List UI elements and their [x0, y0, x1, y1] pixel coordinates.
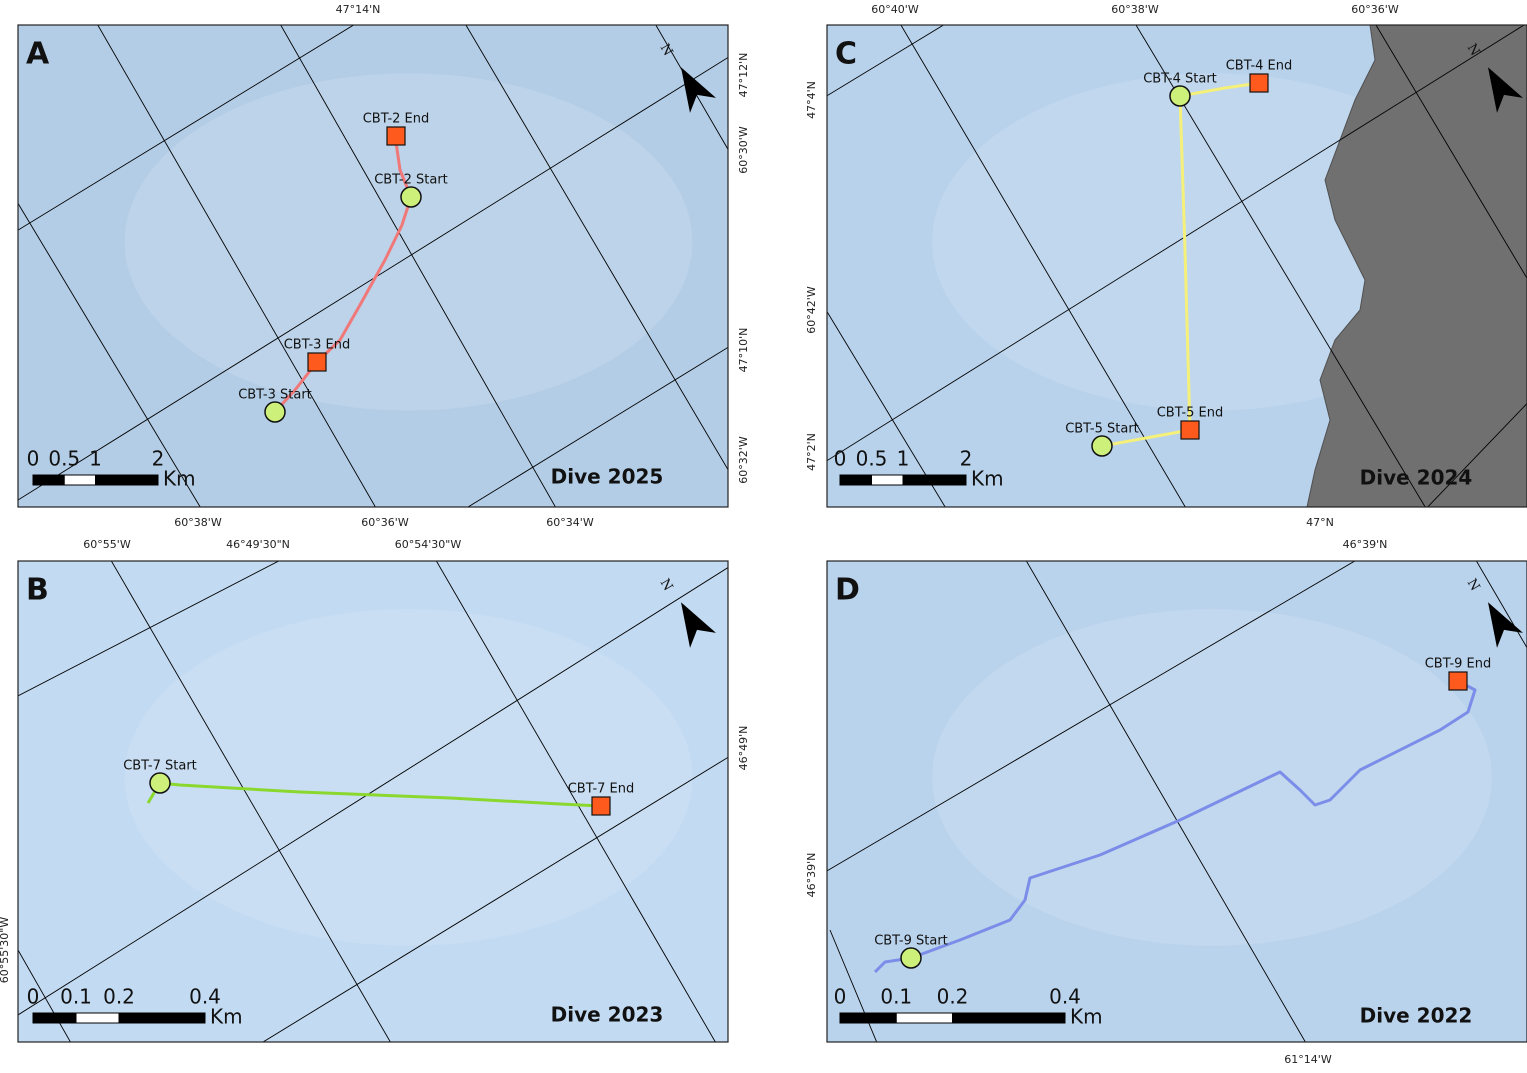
coordinate-label: 60°55'W — [83, 538, 131, 551]
coordinate-label: 60°38'W — [1111, 3, 1159, 16]
coordinate-label: 47°14'N — [336, 3, 381, 16]
dive-label: Dive 2022 — [1360, 1004, 1473, 1028]
scale-tick-label: 0.1 — [880, 985, 912, 1009]
scale-tick-label: 0.5 — [48, 447, 80, 471]
scale-tick-label: 1 — [897, 447, 910, 471]
site-label: CBT-9 End — [1425, 657, 1492, 672]
scale-unit: Km — [971, 467, 1004, 491]
coordinate-label: 61°14'W — [1284, 1053, 1332, 1066]
shallow-area — [125, 609, 693, 946]
scale-segment — [953, 1013, 1066, 1023]
end-marker — [387, 127, 405, 145]
dive-label: Dive 2025 — [551, 465, 664, 489]
site-label: CBT-3 End — [284, 338, 351, 353]
scale-unit: Km — [163, 467, 196, 491]
end-marker — [1449, 672, 1467, 690]
scale-segment — [76, 1013, 119, 1023]
coordinate-label: 60°55'30"W — [0, 917, 11, 984]
map-content: CBT-9 Start CBT-9 End — [820, 550, 1527, 1050]
scale-segment — [96, 475, 159, 485]
scale-segment — [903, 475, 966, 485]
scale-tick-label: 0 — [27, 447, 40, 471]
start-marker — [1170, 86, 1190, 106]
scale-tick-label: 0.2 — [103, 985, 135, 1009]
scale-segment — [119, 1013, 205, 1023]
coordinate-label: 60°30'W — [737, 126, 750, 174]
scale-tick-label: 0.2 — [937, 985, 969, 1009]
start-marker — [265, 402, 285, 422]
scale-segment — [33, 475, 64, 485]
dive-label: Dive 2023 — [551, 1003, 664, 1027]
coordinate-label: 47°10'N — [737, 328, 750, 373]
start-marker — [150, 773, 170, 793]
site-label: CBT-2 End — [363, 112, 430, 127]
coordinate-label: 47°12'N — [737, 53, 750, 98]
coordinate-label: 60°36'W — [361, 516, 409, 529]
map-panel: CBT-4 Start CBT-4 End CBT-5 Start CBT-5 End… — [805, 3, 1527, 529]
scale-tick-label: 0 — [834, 447, 847, 471]
start-marker — [401, 187, 421, 207]
end-marker — [308, 353, 326, 371]
scale-segment — [64, 475, 95, 485]
coordinate-label: 46°39'N — [1343, 538, 1388, 551]
site-label: CBT-5 End — [1157, 406, 1224, 421]
scale-tick-label: 0.1 — [60, 985, 92, 1009]
coordinate-label: 60°40'W — [871, 3, 919, 16]
coordinate-label: 60°38'W — [174, 516, 222, 529]
site-label: CBT-7 Start — [123, 759, 197, 774]
coordinate-label: 46°39'N — [805, 853, 818, 898]
start-marker — [901, 948, 921, 968]
shallow-area — [932, 609, 1492, 946]
end-marker — [1181, 421, 1199, 439]
scale-tick-label: 1 — [89, 447, 102, 471]
scale-segment — [872, 475, 904, 485]
site-label: CBT-9 Start — [874, 934, 948, 949]
page: {"panels": [ {"letter": "A", "dive_label… — [0, 0, 1527, 1069]
site-label: CBT-4 End — [1226, 59, 1293, 74]
coordinate-label: 60°34'W — [546, 516, 594, 529]
coordinate-label: 60°42'W — [805, 286, 818, 334]
coordinate-label: 46°49'N — [737, 726, 750, 771]
scale-segment — [33, 1013, 76, 1023]
coordinate-label: 47°4'N — [805, 81, 818, 119]
panel-letter: B — [26, 573, 49, 608]
end-marker — [1250, 74, 1268, 92]
panel-letter: D — [835, 573, 860, 608]
scale-unit: Km — [210, 1005, 243, 1029]
site-label: CBT-4 Start — [1143, 72, 1217, 87]
panel-letter: C — [835, 37, 857, 72]
map-panel: CBT-2 End CBT-2 Start CBT-3 End CBT-3 Start… — [10, 3, 750, 529]
scale-tick-label: 0.5 — [856, 447, 888, 471]
start-marker — [1092, 436, 1112, 456]
scale-segment — [896, 1013, 952, 1023]
coordinate-label: 47°2'N — [805, 433, 818, 471]
coordinate-label: 60°32'W — [737, 436, 750, 484]
coordinate-label: 60°54'30"W — [395, 538, 462, 551]
coordinate-label: 46°49'30"N — [226, 538, 290, 551]
coordinate-label: 60°36'W — [1351, 3, 1399, 16]
scale-segment — [840, 475, 872, 485]
map-content: CBT-7 Start CBT-7 End — [10, 550, 740, 1050]
site-label: CBT-3 Start — [238, 388, 312, 403]
scale-tick-label: 0 — [27, 985, 40, 1009]
scale-unit: Km — [1070, 1005, 1103, 1029]
map-panel: CBT-7 StartCBT-7 EndBDive 2023N60°55'W46… — [0, 538, 750, 1050]
map-content: CBT-4 Start CBT-4 End CBT-5 Start CBT-5 End — [820, 15, 1527, 515]
dive-label: Dive 2024 — [1360, 466, 1473, 490]
panel-letter: A — [26, 37, 50, 72]
scale-segment — [840, 1013, 896, 1023]
end-marker — [592, 797, 610, 815]
site-label: CBT-2 Start — [374, 173, 448, 188]
site-label: CBT-5 Start — [1065, 422, 1139, 437]
figure: CBT-2 End CBT-2 Start CBT-3 End CBT-3 Start… — [0, 0, 1527, 1069]
scale-tick-label: 0 — [834, 985, 847, 1009]
map-content: CBT-2 End CBT-2 Start CBT-3 End CBT-3 Start — [10, 15, 740, 515]
site-label: CBT-7 End — [568, 782, 635, 797]
coordinate-label: 47°N — [1306, 516, 1334, 529]
